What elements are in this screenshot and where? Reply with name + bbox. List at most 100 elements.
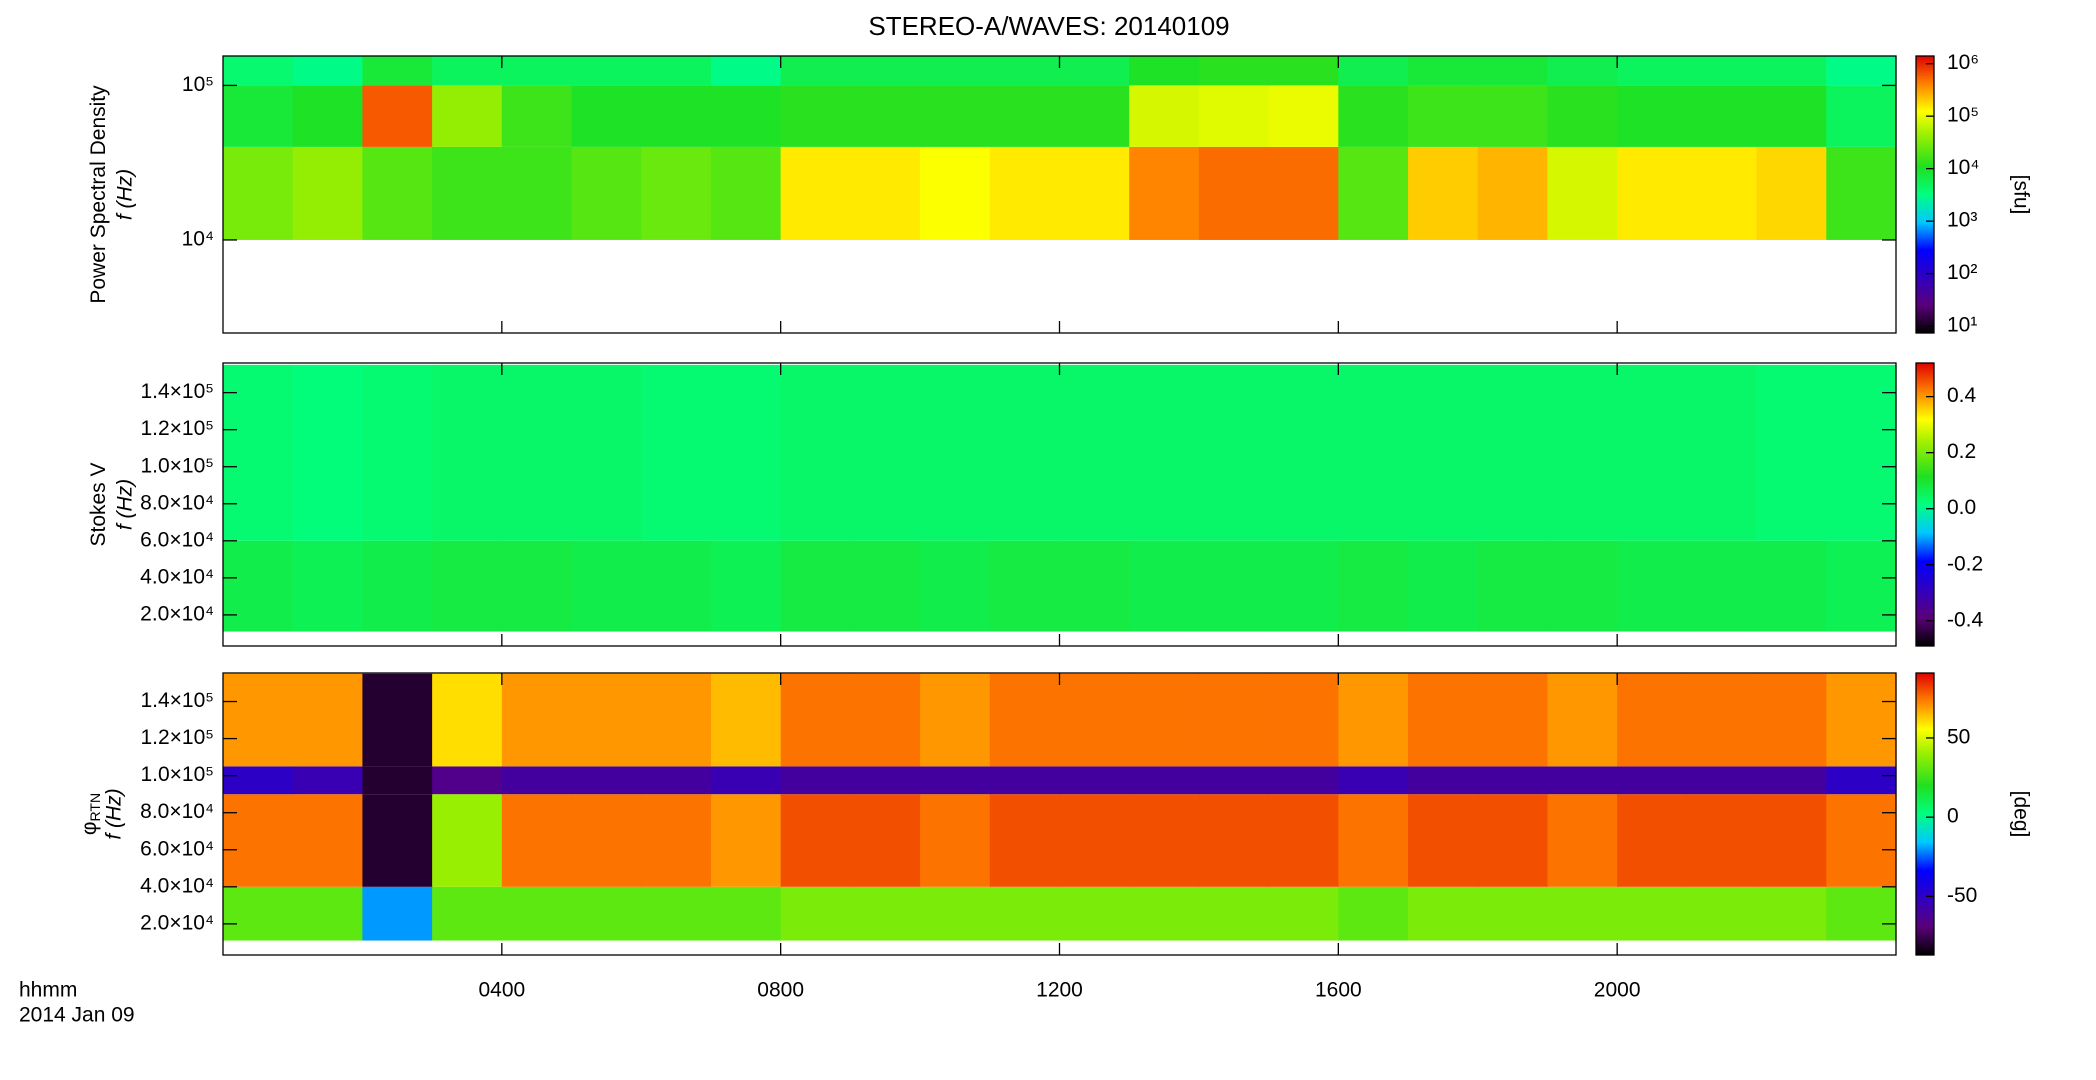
spectrogram-cell <box>1408 146 1479 240</box>
spectrogram-cell <box>641 794 712 887</box>
spectrogram-cell <box>1059 766 1130 795</box>
colorbar-tick-label: 0.4 <box>1947 384 1977 407</box>
y-axis-label-main: Power Spectral Density <box>87 85 110 304</box>
spectrogram-cell <box>850 673 921 767</box>
spectrogram-cell <box>1826 673 1897 767</box>
spectrogram-cell <box>1617 540 1688 632</box>
colorbar-tick-label: -0.4 <box>1947 608 1984 631</box>
spectrogram-cell <box>850 766 921 795</box>
spectrogram-cell <box>920 794 991 887</box>
spectrogram-cell <box>1756 540 1827 632</box>
y-tick-label: 8.0×10⁴ <box>140 800 214 823</box>
y-axis-label: Power Spectral Density <box>87 85 110 304</box>
colorbar-tick-label: -50 <box>1947 884 1977 907</box>
spectrogram-cell <box>1756 673 1827 767</box>
spectrogram-cell <box>1547 56 1618 86</box>
spectrogram-cell <box>1826 766 1897 795</box>
spectrogram-cell <box>1756 794 1827 887</box>
spectrogram-cell <box>1059 886 1130 941</box>
spectrogram-cell <box>641 673 712 767</box>
y-tick-label: 1.2×10⁵ <box>140 726 214 749</box>
spectrogram-cell <box>989 886 1061 941</box>
spectrogram-cell <box>571 540 642 632</box>
spectrogram-cell <box>710 886 782 941</box>
y-axis-label: φRTN <box>78 793 103 835</box>
spectrogram-cell <box>1198 886 1270 941</box>
spectrogram-cell <box>1059 540 1130 632</box>
spectrogram-cell <box>920 85 991 147</box>
spectrogram-cell <box>1686 766 1758 795</box>
spectrogram-cell <box>1059 364 1130 541</box>
spectrogram-cell <box>1686 364 1758 541</box>
y-tick-label: 8.0×10⁴ <box>140 491 214 514</box>
y-tick-label: 1.0×10⁵ <box>140 763 214 786</box>
spectrogram-cell <box>1408 540 1479 632</box>
spectrogram-cell <box>223 766 294 795</box>
spectrogram-cell <box>1268 85 1339 147</box>
spectrogram-cell <box>1408 673 1479 767</box>
spectrogram-cell <box>1826 794 1897 887</box>
spectrogram-cell <box>292 766 364 795</box>
spectrogram-cell <box>1617 146 1688 240</box>
spectrogram-cell <box>1477 794 1549 887</box>
spectrogram-cell <box>292 85 364 147</box>
spectrogram-cell <box>710 85 782 147</box>
spectrogram-cell <box>1686 85 1758 147</box>
spectrogram-cell <box>989 56 1061 86</box>
spectrogram-cell <box>1338 364 1409 541</box>
spectrogram-cell <box>1826 85 1897 147</box>
spectrogram-cell <box>501 56 573 86</box>
spectrogram-cell <box>920 364 991 541</box>
spectrogram-cell <box>1198 85 1270 147</box>
y-tick-label: 1.4×10⁵ <box>140 380 214 403</box>
x-tick-label: 1600 <box>1315 979 1362 1002</box>
spectrogram-cell <box>501 766 573 795</box>
spectrogram-cell <box>1059 794 1130 887</box>
spectrogram-cell <box>1686 794 1758 887</box>
spectrogram-cell <box>920 540 991 632</box>
spectrogram-cell <box>920 146 991 240</box>
spectrogram-cell <box>432 364 503 541</box>
spectrogram-cell <box>1338 766 1409 795</box>
spectrogram-cell <box>1686 146 1758 240</box>
spectrogram-cell <box>710 673 782 767</box>
spectrogram-cell <box>1477 540 1549 632</box>
spectrogram-cell <box>362 146 433 240</box>
spectrogram-cell <box>1686 56 1758 86</box>
x-tick-label: 1200 <box>1036 979 1083 1002</box>
y-tick-label: 1.2×10⁵ <box>140 417 214 440</box>
x-tick-label: 0800 <box>757 979 804 1002</box>
colorbar <box>1915 55 1935 334</box>
spectrogram-cell <box>989 766 1061 795</box>
spectrogram-cell <box>989 673 1061 767</box>
spectrogram-cell <box>1129 794 1200 887</box>
spectrogram-cell <box>780 146 851 240</box>
spectrogram-cell <box>501 540 573 632</box>
y-axis-label: Stokes V <box>87 462 110 546</box>
spectrogram-cell <box>641 56 712 86</box>
y-tick-label: 10⁵ <box>182 73 214 96</box>
colorbar <box>1915 362 1935 647</box>
spectrogram-cell <box>1198 540 1270 632</box>
spectrogram-cell <box>501 886 573 941</box>
spectrogram-cell <box>641 540 712 632</box>
spectrogram-cell <box>571 364 642 541</box>
spectrogram-cell <box>1338 85 1409 147</box>
spectrogram-cell <box>920 673 991 767</box>
spectrogram-cell <box>920 766 991 795</box>
spectrogram-cell <box>1408 886 1479 941</box>
spectrogram-cell <box>780 56 851 86</box>
colorbar-tick-label: 10¹ <box>1947 314 1977 337</box>
spectrogram-cell <box>850 56 921 86</box>
spectrogram-cell <box>1756 56 1827 86</box>
spectrogram-cell <box>223 794 294 887</box>
spectrogram-cell <box>362 364 433 541</box>
y-tick-label: 1.0×10⁵ <box>140 454 214 477</box>
y-axis-unit-label: f (Hz) <box>103 788 126 839</box>
spectrogram-cell <box>362 85 433 147</box>
spectrogram-cell <box>1617 85 1688 147</box>
spectrogram-cell <box>1338 540 1409 632</box>
colorbar-tick-label: 0.0 <box>1947 496 1976 519</box>
spectrogram-cell <box>641 146 712 240</box>
spectrogram-cell <box>1826 56 1897 86</box>
